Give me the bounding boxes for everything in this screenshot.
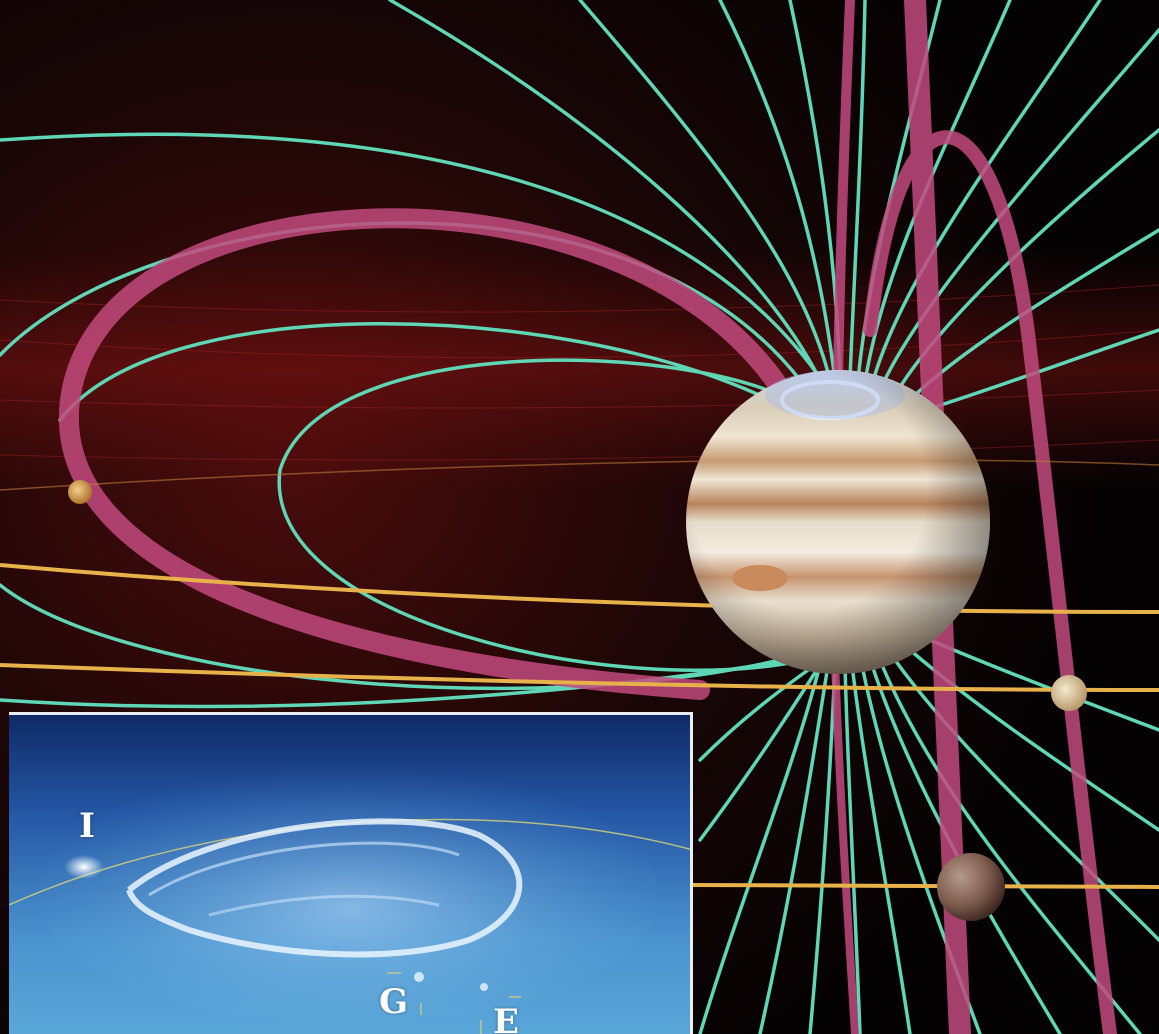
torus-streaks <box>0 284 1159 461</box>
jupiter-planet <box>686 370 990 674</box>
moon-flux-tubes <box>58 0 1117 1034</box>
io-moon <box>68 480 92 504</box>
aurora-inset: I G E <box>9 712 693 1034</box>
europa-footprint-label: E <box>493 1002 519 1034</box>
polar-flux-tube-south <box>831 656 859 1034</box>
io-orbit-thin <box>0 459 1159 491</box>
io-orbit <box>0 563 1159 614</box>
ganymede-orbit <box>689 883 1159 889</box>
ganymede-footprint-label: G <box>379 982 409 1022</box>
io-flux-tube <box>58 208 790 700</box>
europa-footprint <box>480 983 488 991</box>
europa-moon <box>1051 675 1087 711</box>
aurora-image <box>9 715 690 1034</box>
main-auroral-oval <box>126 818 523 958</box>
ganymede-footprint <box>414 972 424 982</box>
io-footprint-label: I <box>79 806 95 846</box>
europa-flux-tube <box>904 0 971 1034</box>
io-footprint <box>64 855 104 879</box>
europa-orbit <box>0 663 1159 692</box>
moon-orbits <box>0 563 1159 889</box>
polar-flux-tube <box>833 0 855 390</box>
europa-flux-tube-far <box>863 130 1117 1034</box>
ganymede-moon <box>937 853 1005 921</box>
